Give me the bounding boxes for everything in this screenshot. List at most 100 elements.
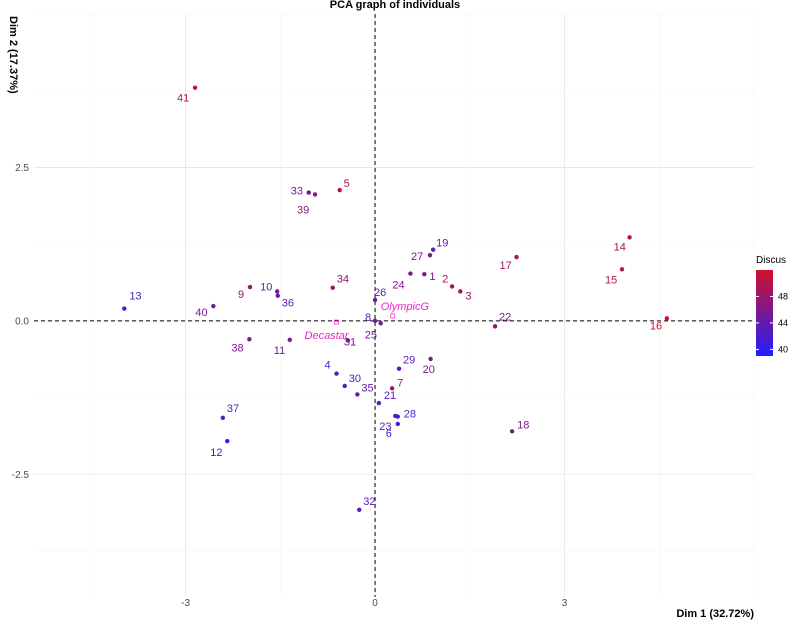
reference-lines bbox=[34, 14, 754, 597]
point-4 bbox=[334, 371, 339, 376]
point-33 bbox=[306, 190, 311, 195]
point-5 bbox=[337, 187, 342, 193]
point-17 bbox=[514, 254, 519, 260]
point-26 bbox=[372, 297, 378, 303]
legend-tick-label: 44 bbox=[778, 318, 788, 328]
point-14 bbox=[627, 235, 632, 240]
point-11 bbox=[287, 337, 292, 343]
point-12 bbox=[225, 438, 230, 444]
point-label-38: 38 bbox=[231, 342, 243, 354]
point-34 bbox=[330, 285, 335, 290]
point-label-18: 18 bbox=[517, 419, 529, 431]
supplementary-label-decastar: Decastar bbox=[305, 330, 350, 342]
point-label-5: 5 bbox=[344, 178, 350, 190]
legend: Discus 40 44 48 bbox=[756, 255, 788, 356]
supplementary-points: Decastar OlympicG bbox=[305, 301, 430, 342]
point-32 bbox=[357, 507, 362, 513]
point-2 bbox=[449, 284, 455, 289]
point-38 bbox=[247, 337, 252, 342]
axis-ticks: -3 0 3 -2.5 0.0 2.5 bbox=[12, 163, 568, 609]
point-label-1: 1 bbox=[429, 271, 435, 283]
legend-tick-label: 48 bbox=[778, 291, 788, 301]
point-22 bbox=[492, 324, 498, 329]
point-18 bbox=[509, 429, 515, 434]
point-label-36: 36 bbox=[282, 298, 294, 310]
point-label-12: 12 bbox=[210, 447, 222, 459]
point-28 bbox=[395, 414, 400, 419]
x-tick-label: 3 bbox=[562, 598, 568, 609]
point-9 bbox=[247, 284, 253, 290]
point-label-34: 34 bbox=[337, 274, 349, 286]
point-31 bbox=[345, 338, 351, 343]
point-label-8: 8 bbox=[365, 312, 371, 324]
point-label-30: 30 bbox=[349, 373, 361, 385]
point-3 bbox=[458, 289, 463, 294]
point-16 bbox=[664, 316, 670, 321]
point-label-20: 20 bbox=[423, 364, 435, 376]
legend-tick-label: 40 bbox=[778, 344, 788, 354]
point-40 bbox=[211, 303, 216, 309]
point-label-27: 27 bbox=[411, 251, 423, 263]
point-29 bbox=[396, 366, 402, 371]
point-20 bbox=[428, 356, 433, 362]
point-1 bbox=[422, 272, 427, 277]
point-label-26: 26 bbox=[374, 287, 386, 299]
point-41 bbox=[192, 85, 198, 90]
point-label-13: 13 bbox=[129, 291, 141, 303]
point-27 bbox=[427, 252, 433, 258]
point-label-39: 39 bbox=[297, 204, 309, 216]
point-8 bbox=[372, 318, 378, 324]
point-10 bbox=[274, 289, 280, 294]
point-15 bbox=[619, 267, 625, 272]
point-36 bbox=[275, 293, 280, 298]
point-label-11: 11 bbox=[274, 345, 285, 357]
point-37 bbox=[220, 415, 226, 421]
point-label-41: 41 bbox=[177, 93, 189, 105]
point-label-28: 28 bbox=[404, 409, 416, 421]
point-24 bbox=[408, 271, 413, 276]
point-label-32: 32 bbox=[363, 496, 375, 508]
x-tick-label: -3 bbox=[181, 598, 190, 609]
point-label-37: 37 bbox=[227, 403, 239, 415]
supplementary-label-olympicg: OlympicG bbox=[381, 301, 430, 313]
point-21 bbox=[376, 400, 382, 406]
point-7 bbox=[389, 386, 395, 391]
point-30 bbox=[342, 383, 347, 389]
point-label-40: 40 bbox=[195, 307, 207, 319]
point-label-25: 25 bbox=[365, 329, 377, 341]
point-label-17: 17 bbox=[500, 260, 512, 272]
legend-title: Discus bbox=[756, 255, 786, 266]
point-label-6: 6 bbox=[386, 428, 392, 440]
supplementary-point-olympicg bbox=[390, 313, 396, 319]
legend-ticks: 40 44 48 bbox=[756, 291, 788, 354]
point-19 bbox=[430, 247, 436, 252]
point-label-3: 3 bbox=[465, 290, 471, 302]
point-label-14: 14 bbox=[614, 241, 626, 253]
point-6 bbox=[395, 421, 400, 427]
point-label-21: 21 bbox=[384, 390, 396, 402]
y-tick-label: 0.0 bbox=[15, 316, 29, 327]
point-35 bbox=[355, 392, 360, 397]
point-label-31: 31 bbox=[344, 336, 356, 348]
point-label-35: 35 bbox=[361, 382, 373, 394]
point-13 bbox=[122, 306, 127, 311]
y-tick-label: 2.5 bbox=[15, 163, 29, 174]
point-label-10: 10 bbox=[260, 281, 272, 293]
x-axis-title: Dim 1 (32.72%) bbox=[676, 608, 754, 620]
point-label-4: 4 bbox=[325, 360, 331, 372]
point-label-16: 16 bbox=[650, 320, 662, 332]
point-label-29: 29 bbox=[403, 355, 415, 367]
point-label-19: 19 bbox=[436, 238, 448, 250]
points bbox=[122, 85, 670, 513]
point-labels: 1 234567891011121314151617181920212223242… bbox=[129, 93, 662, 508]
point-label-9: 9 bbox=[238, 289, 244, 301]
point-label-23: 23 bbox=[379, 421, 391, 433]
point-label-22: 22 bbox=[499, 311, 511, 323]
point-label-33: 33 bbox=[291, 186, 303, 198]
point-39 bbox=[312, 192, 318, 197]
point-25 bbox=[378, 321, 383, 326]
legend-colorbar bbox=[756, 270, 773, 356]
point-label-7: 7 bbox=[397, 377, 403, 389]
point-label-2: 2 bbox=[442, 273, 448, 285]
